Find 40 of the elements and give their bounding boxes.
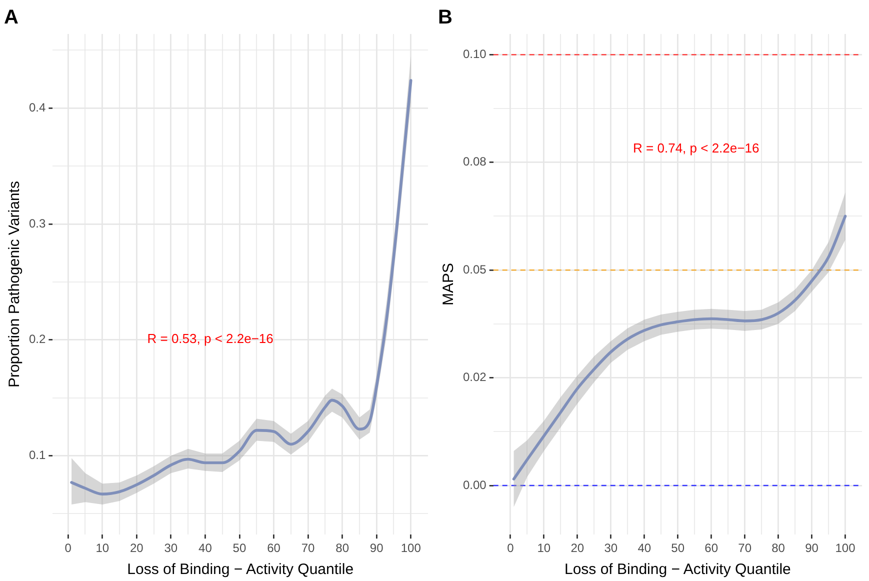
x-tick-label: 10 <box>537 541 551 556</box>
annotation: R = 0.53, p < 2.2e−16 <box>147 330 274 346</box>
y-tick-label: 0.4 <box>28 100 46 114</box>
x-tick-label: 0 <box>64 541 72 556</box>
x-tick-label: 50 <box>232 541 246 556</box>
y-axis-title: MAPS <box>440 263 458 306</box>
x-tick-label: 10 <box>96 541 110 556</box>
x-tick-label: 20 <box>130 541 144 556</box>
x-tick-label: 60 <box>704 541 718 556</box>
x-tick-label: 40 <box>638 541 652 556</box>
x-tick-label: 100 <box>835 541 856 556</box>
y-tick-label: 0.08 <box>462 154 487 169</box>
y-tick-label: 0.05 <box>462 262 487 276</box>
x-tick-label: 70 <box>301 541 316 556</box>
x-tick-label: 60 <box>267 541 281 556</box>
y-tick-label: 0.02 <box>462 370 487 384</box>
x-tick-label: 90 <box>805 541 819 556</box>
y-tick-label: 0.10 <box>462 46 487 61</box>
chart-title: A <box>4 6 18 29</box>
x-tick-label: 30 <box>604 541 618 556</box>
y-tick-label: 0.3 <box>28 216 46 230</box>
annotation: R = 0.74, p < 2.2e−16 <box>633 140 760 156</box>
x-tick-label: 90 <box>370 541 384 556</box>
y-tick-label: 0.1 <box>28 448 46 462</box>
y-tick-label: 0.00 <box>462 478 487 492</box>
x-tick-label: 80 <box>772 541 786 556</box>
x-axis-title: Loss of Binding − Activity Quantile <box>564 561 791 578</box>
x-tick-label: 0 <box>507 541 514 556</box>
y-tick-label: 0.2 <box>28 332 46 346</box>
y-axis-title: Proportion Pathogenic Variants <box>6 181 24 388</box>
x-tick-label: 20 <box>570 541 584 556</box>
x-axis-title: Loss of Binding − Activity Quantile <box>127 561 354 578</box>
x-tick-label: 40 <box>198 541 212 556</box>
x-tick-label: 70 <box>738 541 752 556</box>
chart-title: B <box>438 6 452 29</box>
x-tick-label: 50 <box>671 541 685 556</box>
line-series <box>512 214 847 480</box>
x-tick-label: 80 <box>336 541 350 556</box>
x-tick-label: 100 <box>400 541 422 556</box>
x-tick-label: 30 <box>164 541 178 556</box>
